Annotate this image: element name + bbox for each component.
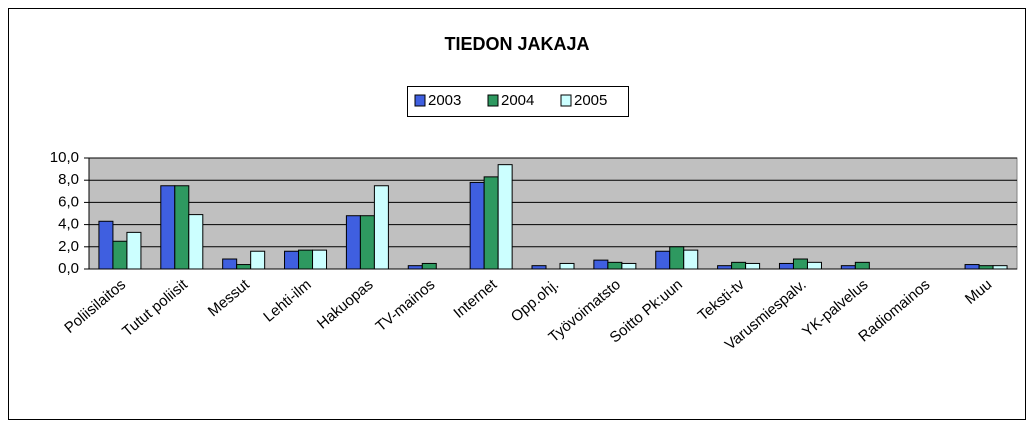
bar [312,249,328,270]
bar [174,185,190,270]
legend-swatch [487,94,499,107]
y-tick-label: 4,0 [58,216,79,233]
bar [669,246,685,270]
bar [112,240,128,270]
legend-label: 2003 [428,92,461,109]
bar [964,264,980,270]
bar [250,250,266,270]
bar [992,265,1008,270]
bar [717,265,733,270]
bar [126,231,142,270]
bar [469,181,485,270]
chart-title: TIEDON JAKAJA [444,34,589,54]
y-tick-label: 0,0 [58,260,79,277]
plot-area [88,157,1018,270]
bar [284,250,300,270]
bar [621,262,637,270]
legend [407,86,629,117]
bar [345,215,361,270]
bar [806,261,822,270]
bar [778,262,794,270]
bar [655,250,671,270]
bar [222,258,238,270]
bar [98,220,114,270]
legend-swatch [560,94,572,107]
legend-swatch [414,94,426,107]
bar [978,265,994,270]
y-tick-label: 8,0 [58,171,79,188]
bar [421,262,437,270]
bar [373,185,389,270]
bar [593,259,609,270]
bar [731,261,747,270]
bar [359,215,375,270]
bar [840,265,856,270]
bar [160,185,176,270]
bar [483,176,499,270]
bar [745,262,761,270]
bar [298,249,314,270]
bar [792,258,808,270]
bar [407,265,423,270]
bar [531,265,547,270]
bar [607,261,623,270]
y-tick-label: 6,0 [58,193,79,210]
legend-label: 2004 [501,92,534,109]
bar [236,264,252,270]
y-tick-label: 10,0 [50,149,79,166]
bar [683,249,699,270]
bar [559,262,575,270]
y-tick-label: 2,0 [58,238,79,255]
legend-label: 2005 [574,92,607,109]
bar [854,261,870,270]
bar [188,214,204,270]
bar [497,164,513,270]
